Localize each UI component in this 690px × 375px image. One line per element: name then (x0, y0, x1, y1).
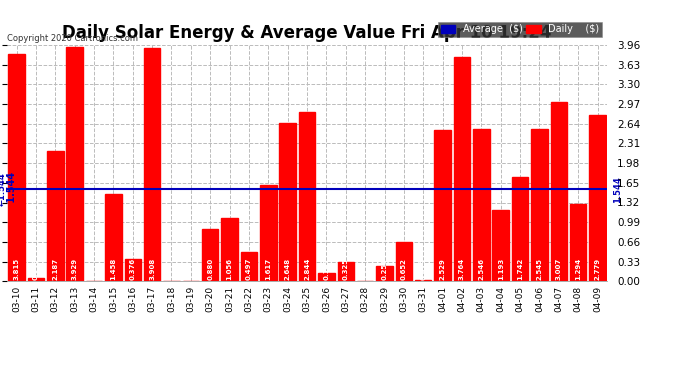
Bar (260, 185, 277, 281)
Text: Copyright 2020 Cartronics.com: Copyright 2020 Cartronics.com (7, 34, 138, 43)
Text: 2.546: 2.546 (478, 258, 484, 280)
Bar (202, 229, 219, 281)
Bar (376, 266, 393, 281)
Text: 3.929: 3.929 (72, 258, 78, 280)
Text: 3.815: 3.815 (14, 258, 19, 280)
Text: 1.617: 1.617 (266, 258, 271, 280)
Bar (66, 47, 83, 281)
Text: 1.544: 1.544 (7, 172, 17, 206)
Bar (570, 204, 586, 281)
Text: 0.013: 0.013 (420, 258, 426, 280)
Text: 1.294: 1.294 (575, 258, 581, 280)
Bar (8, 54, 25, 281)
Bar (589, 116, 606, 281)
Text: 0.049: 0.049 (33, 258, 39, 280)
Text: 0.141: 0.141 (324, 258, 329, 280)
Text: 1.458: 1.458 (110, 258, 117, 280)
Bar (551, 102, 567, 281)
Bar (395, 242, 412, 281)
Text: 0.325: 0.325 (343, 258, 348, 280)
Bar (299, 112, 315, 281)
Text: 3.764: 3.764 (459, 258, 465, 280)
Text: 0.257: 0.257 (382, 258, 388, 280)
Bar (435, 130, 451, 281)
Text: 0.880: 0.880 (207, 258, 213, 280)
Bar (241, 252, 257, 281)
Bar (454, 57, 470, 281)
Bar (415, 280, 431, 281)
Text: 2.648: 2.648 (285, 258, 290, 280)
Text: 2.844: 2.844 (304, 258, 310, 280)
Bar (144, 48, 160, 281)
Text: 2.779: 2.779 (595, 258, 600, 280)
Bar (28, 278, 44, 281)
Bar (493, 210, 509, 281)
Title: Daily Solar Energy & Average Value Fri Apr 10 19:24: Daily Solar Energy & Average Value Fri A… (62, 24, 552, 42)
Text: 1.056: 1.056 (226, 258, 233, 280)
Text: 0.497: 0.497 (246, 258, 252, 280)
Text: 1.742: 1.742 (517, 258, 523, 280)
Bar (221, 218, 238, 281)
Bar (531, 129, 548, 281)
Bar (512, 177, 529, 281)
Text: 2.187: 2.187 (52, 258, 59, 280)
Bar (337, 262, 354, 281)
Text: 1.544: 1.544 (613, 176, 622, 203)
Text: 2.545: 2.545 (536, 258, 542, 280)
Text: 0.376: 0.376 (130, 258, 136, 280)
Text: 0.652: 0.652 (401, 258, 407, 280)
Text: 2.529: 2.529 (440, 258, 446, 280)
Bar (318, 273, 335, 281)
Text: ←1.544: ←1.544 (0, 172, 7, 206)
Bar (105, 194, 121, 281)
Legend: Average  ($), Daily    ($): Average ($), Daily ($) (438, 21, 602, 38)
Text: 3.007: 3.007 (555, 258, 562, 280)
Text: 1.193: 1.193 (497, 258, 504, 280)
Bar (473, 129, 490, 281)
Text: 3.908: 3.908 (149, 258, 155, 280)
Bar (279, 123, 296, 281)
Bar (124, 259, 141, 281)
Bar (47, 151, 63, 281)
